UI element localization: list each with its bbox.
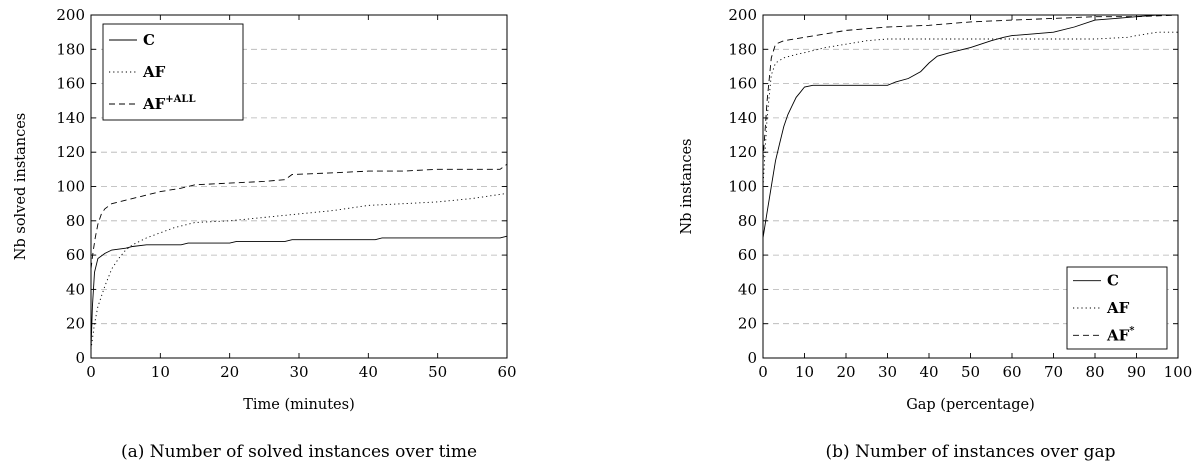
legend-box xyxy=(102,23,244,121)
x-tick-label: 40 xyxy=(359,363,378,381)
y-tick-label: 200 xyxy=(56,6,85,24)
legend-label: AF* xyxy=(1106,325,1135,344)
series-line-solid xyxy=(90,235,508,350)
y-tick-label: 200 xyxy=(728,6,757,24)
y-tick-label: 20 xyxy=(66,315,85,333)
legend-label: C xyxy=(1107,272,1119,290)
y-tick-label: 60 xyxy=(66,246,85,264)
chart-b-legend: C AF AF* xyxy=(1066,266,1168,350)
x-tick-label: 80 xyxy=(1085,363,1104,381)
chart-b-ticks: 0 20 40 60 80 100 120 140 160 180 200 0 10 20 30 40 50 60… xyxy=(728,6,1192,381)
chart-b-series xyxy=(762,14,1179,238)
series-line-dotted xyxy=(762,31,1178,187)
x-tick-label: 50 xyxy=(428,363,447,381)
legend-label: C xyxy=(143,31,155,49)
x-tick-label: 50 xyxy=(961,363,980,381)
y-tick-label: 160 xyxy=(56,75,85,93)
chart-b-xlabel: Gap (percentage) xyxy=(906,397,1035,413)
y-tick-label: 20 xyxy=(738,315,757,333)
chart-b: 0 20 40 60 80 100 120 140 160 180 200 0 10 20 30 40 50 60… xyxy=(679,6,1192,462)
y-tick-label: 40 xyxy=(738,280,757,298)
y-tick-label: 100 xyxy=(56,178,85,196)
y-tick-label: 40 xyxy=(66,280,85,298)
y-tick-label: 0 xyxy=(747,349,757,367)
x-tick-label: 30 xyxy=(289,363,308,381)
x-tick-label: 0 xyxy=(758,363,768,381)
chart-a: 0 20 40 60 80 100 120 140 160 180 200 0 10 20 30 40 50 60… xyxy=(13,6,516,462)
series-line-dotted xyxy=(90,192,508,350)
legend-label: AF xyxy=(1106,299,1130,317)
x-tick-label: 40 xyxy=(919,363,938,381)
y-tick-label: 140 xyxy=(56,109,85,127)
chart-a-caption: (a) Number of solved instances over time xyxy=(121,442,477,462)
x-tick-label: 100 xyxy=(1164,363,1193,381)
y-tick-label: 140 xyxy=(728,109,757,127)
y-tick-label: 0 xyxy=(75,349,85,367)
legend-label-sup: +ALL xyxy=(165,94,195,105)
y-tick-label: 100 xyxy=(728,178,757,196)
chart-a-ticks: 0 20 40 60 80 100 120 140 160 180 200 0 10 20 30 40 50 60 xyxy=(56,6,516,381)
x-tick-label: 20 xyxy=(836,363,855,381)
y-tick-label: 180 xyxy=(728,40,757,58)
chart-b-ylabel: Nb instances xyxy=(679,139,695,235)
chart-a-series xyxy=(90,163,508,350)
y-tick-label: 120 xyxy=(56,143,85,161)
x-tick-label: 10 xyxy=(151,363,170,381)
x-tick-label: 60 xyxy=(1002,363,1021,381)
legend-label: AF xyxy=(142,63,166,81)
chart-a-xlabel: Time (minutes) xyxy=(243,397,354,413)
y-tick-label: 80 xyxy=(66,212,85,230)
x-tick-label: 20 xyxy=(220,363,239,381)
x-tick-label: 90 xyxy=(1127,363,1146,381)
y-tick-label: 160 xyxy=(728,75,757,93)
y-tick-label: 180 xyxy=(56,40,85,58)
x-tick-label: 0 xyxy=(86,363,96,381)
x-tick-label: 30 xyxy=(878,363,897,381)
y-tick-label: 60 xyxy=(738,246,757,264)
y-tick-label: 80 xyxy=(738,212,757,230)
y-tick-label: 120 xyxy=(728,143,757,161)
chart-b-caption: (b) Number of instances over gap xyxy=(826,442,1116,462)
series-line-dashed xyxy=(762,14,1179,161)
series-line-solid xyxy=(762,14,1178,238)
legend-label-sup: * xyxy=(1129,325,1135,336)
series-line-dashed xyxy=(90,163,508,269)
x-tick-label: 60 xyxy=(497,363,516,381)
x-tick-label: 70 xyxy=(1044,363,1063,381)
x-tick-label: 10 xyxy=(795,363,814,381)
chart-a-ylabel: Nb solved instances xyxy=(13,113,29,260)
